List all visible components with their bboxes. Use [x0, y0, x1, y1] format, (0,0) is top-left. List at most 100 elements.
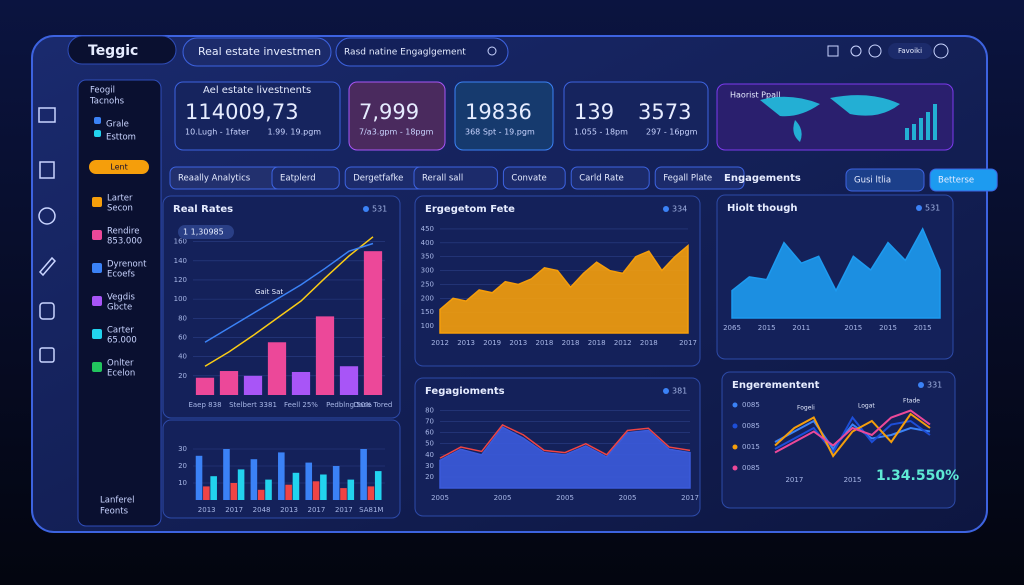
area	[731, 227, 941, 319]
bar	[339, 366, 359, 395]
highlight-value: 1.34.550%	[876, 468, 959, 484]
map-bar	[926, 112, 930, 140]
badge-dot	[663, 206, 669, 212]
item-swatch	[92, 197, 102, 207]
kpi-note: 297 - 16pgm	[646, 128, 698, 137]
x-tick-label: 2005	[619, 494, 637, 502]
filter-button[interactable]	[845, 168, 925, 192]
item-swatch	[92, 230, 102, 240]
filter-button[interactable]	[413, 166, 498, 190]
annotation: Gait Sat	[255, 288, 283, 296]
legend-label: Grale	[106, 120, 129, 130]
bar	[223, 449, 230, 500]
item-sub: 853.000	[107, 237, 142, 247]
bar	[320, 474, 327, 500]
item-swatch	[92, 263, 102, 273]
map-shapes	[760, 95, 937, 142]
logo: Teggic	[88, 43, 138, 59]
sidebar-title: Feogil	[90, 86, 115, 96]
y-tick-label: 10	[178, 479, 187, 487]
nav-icon[interactable]	[39, 347, 55, 363]
chart-title: Fegagioments	[425, 386, 505, 397]
y-tick-label: 350	[421, 253, 434, 261]
chart-title: Hiolt though	[727, 203, 798, 214]
map-bar	[905, 128, 909, 140]
kpi-card	[174, 81, 341, 151]
badge-dot	[916, 205, 922, 211]
x-tick-label: 2013	[509, 339, 527, 347]
legend-label: 0085	[742, 422, 760, 430]
nav-icon[interactable]	[38, 207, 56, 225]
filter-button[interactable]	[271, 166, 340, 190]
badge: 334	[672, 205, 687, 214]
y-tick-label: 60	[425, 429, 434, 437]
area	[439, 426, 691, 489]
nav-icon[interactable]	[38, 107, 56, 123]
x-tick-label: 2017	[335, 506, 353, 514]
x-tick-label: 2018	[536, 339, 554, 347]
bar	[315, 316, 335, 395]
x-tick-label: 2019	[483, 339, 501, 347]
x-tick-label: Feell 25%	[284, 401, 318, 409]
icon[interactable]	[933, 43, 949, 59]
y-tick-label: 100	[174, 295, 187, 303]
item-sub: 65.000	[107, 336, 137, 346]
continent	[760, 96, 820, 117]
badge: 531	[925, 204, 940, 213]
kpi-card	[454, 81, 554, 151]
x-tick-label: 2013	[457, 339, 475, 347]
icon[interactable]	[868, 44, 882, 58]
profile-pill[interactable]	[888, 43, 932, 59]
kpi-note: 368 Spt - 19.pgm	[465, 128, 535, 137]
badge: 531	[372, 205, 387, 214]
logo-pill[interactable]	[67, 35, 177, 65]
y-tick-label: 30	[178, 445, 187, 453]
map-bar	[919, 118, 923, 140]
item-swatch	[92, 362, 102, 372]
bar	[347, 479, 355, 500]
bar	[265, 479, 272, 500]
line	[204, 242, 374, 343]
dropdown[interactable]	[182, 37, 332, 67]
legend-dot	[732, 465, 738, 471]
x-tick-label: 2013	[280, 506, 298, 514]
x-tick-label: SA81M	[359, 506, 383, 514]
item-label: Carter	[107, 326, 134, 336]
x-tick-label: 2017	[785, 476, 803, 484]
badge-dot	[363, 206, 369, 212]
y-tick-label: 80	[178, 314, 187, 322]
icon[interactable]	[827, 45, 839, 57]
bar	[292, 472, 300, 500]
kpi-value: 114009,73	[185, 100, 299, 124]
y-tick-label: 20	[178, 372, 187, 380]
x-tick-label: 2005	[556, 494, 574, 502]
y-tick-label: 40	[178, 353, 187, 361]
x-tick-label: Eaep 838	[188, 401, 221, 409]
filter-button[interactable]	[929, 168, 998, 192]
search-box[interactable]	[335, 37, 509, 67]
y-tick-label: 250	[421, 280, 434, 288]
x-tick-label: 2012	[614, 339, 632, 347]
filter-button[interactable]	[570, 166, 650, 190]
item-sub: Ecelon	[107, 369, 135, 379]
filter-button[interactable]	[502, 166, 566, 190]
kpi-title: Ael estate livestnents	[203, 85, 311, 96]
item-label: Vegdis	[107, 293, 136, 303]
nav-icon[interactable]	[38, 256, 57, 277]
line	[774, 419, 931, 451]
tag: 1 1,30985	[183, 228, 224, 237]
bar	[312, 481, 320, 500]
bar	[203, 486, 210, 500]
sidebar-button[interactable]	[89, 160, 149, 174]
filter-button[interactable]	[654, 166, 745, 190]
y-tick-label: 120	[174, 276, 187, 284]
legend-label: 0085	[742, 401, 760, 409]
item-label: Rendire	[107, 227, 139, 237]
item-swatch	[92, 329, 102, 339]
y-tick-label: 100	[421, 322, 434, 330]
icon[interactable]	[850, 45, 862, 57]
nav-icon[interactable]	[39, 161, 55, 179]
nav-icon[interactable]	[39, 302, 55, 320]
kpi-note: 1.055 - 18pm	[574, 128, 628, 137]
filter-label: Eatplerd	[280, 174, 316, 184]
